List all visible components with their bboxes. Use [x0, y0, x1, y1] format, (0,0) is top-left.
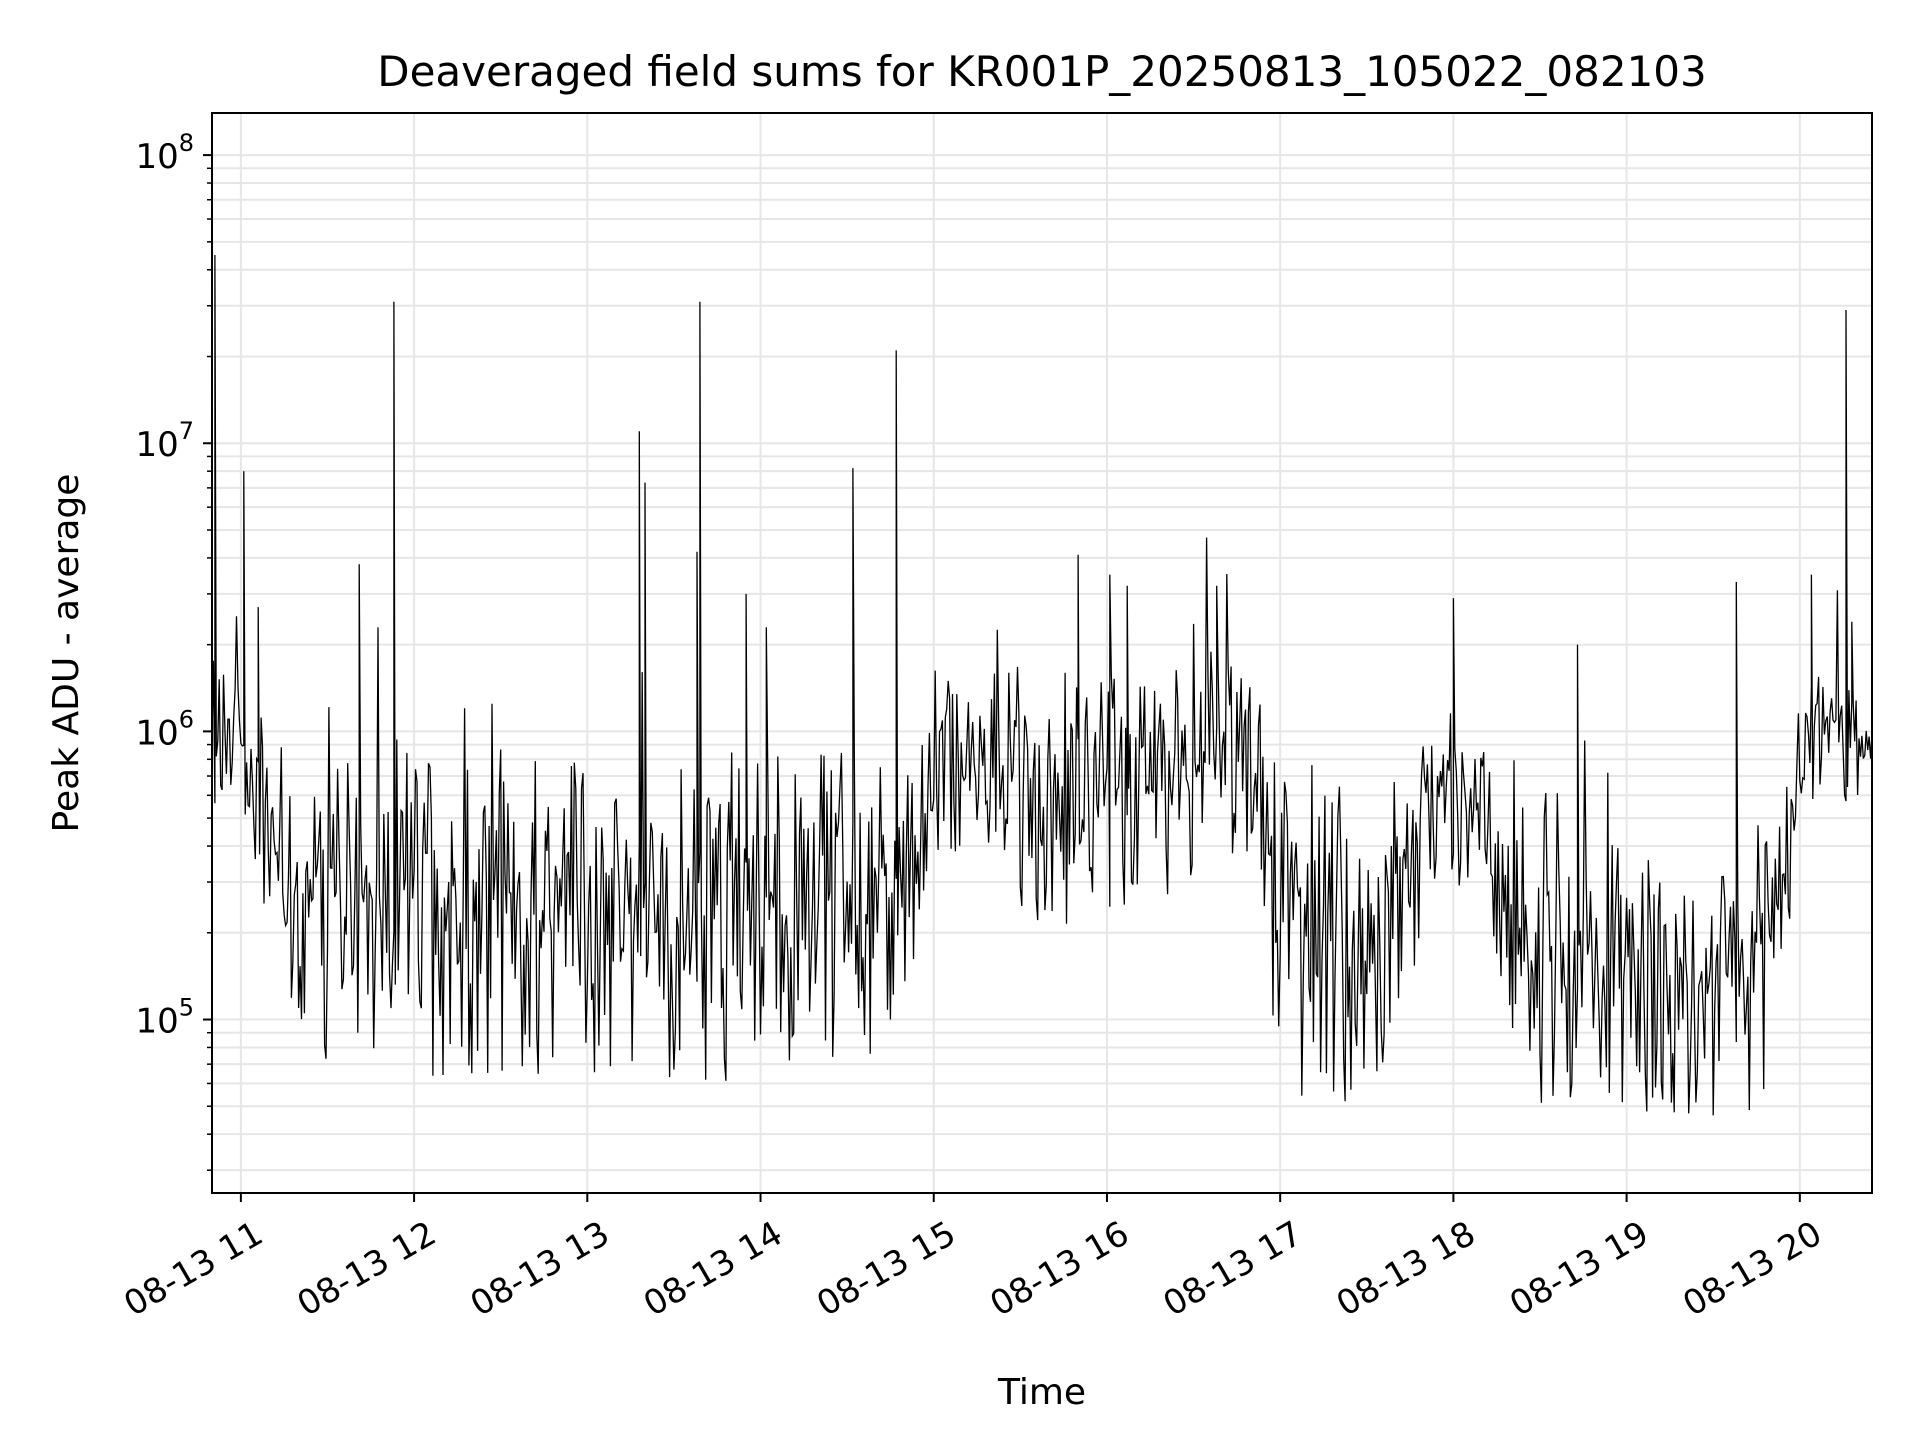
series-line: [212, 254, 1872, 1116]
plot-area-frame: [211, 112, 1873, 1194]
x-axis-label: Time: [997, 1372, 1086, 1413]
y-tick-label-exponent: 5: [179, 994, 194, 1022]
data-layer: [212, 254, 1872, 1116]
y-tick-label-base: 10: [135, 713, 178, 753]
y-tick-label-base: 10: [135, 1002, 178, 1042]
y-tick-label-exponent: 6: [179, 705, 194, 733]
y-tick-label-exponent: 7: [179, 417, 194, 445]
chart-title: Deaveraged field sums for KR001P_2025081…: [377, 47, 1707, 96]
y-tick-label-base: 10: [135, 425, 178, 465]
y-tick-label: 106: [135, 705, 194, 753]
y-axis-label: Peak ADU - average: [46, 474, 87, 833]
y-tick-label-base: 10: [135, 137, 178, 177]
y-tick-label: 105: [135, 994, 194, 1042]
y-tick-label-exponent: 8: [179, 129, 194, 157]
y-tick-label: 107: [135, 417, 194, 465]
y-tick-label: 108: [135, 129, 194, 177]
